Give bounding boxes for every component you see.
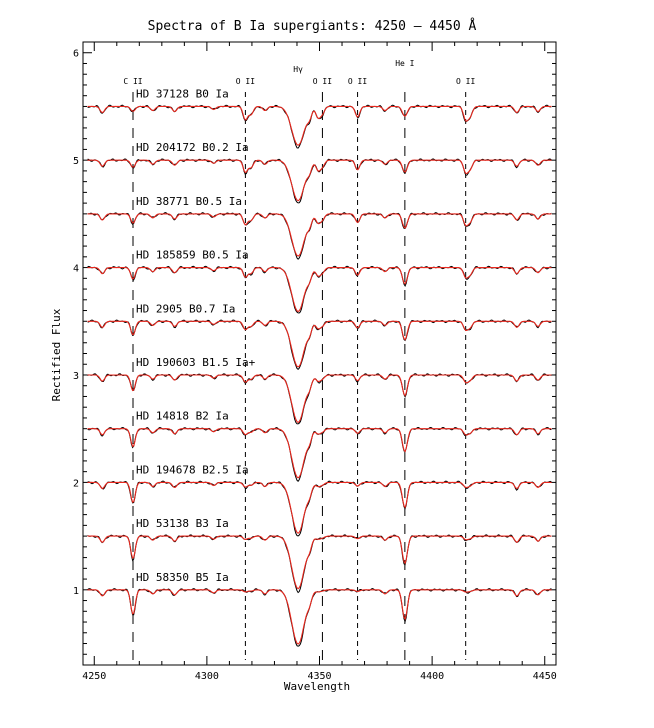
series-label: HD 185859 B0.5 Ia xyxy=(136,249,249,262)
spectrum-7: HD 14818 B2 Ia xyxy=(87,410,552,483)
line-label: C II xyxy=(123,77,142,86)
model-spectrum-line xyxy=(87,213,552,257)
x-tick-label: 4250 xyxy=(82,671,106,682)
series-label: HD 53138 B3 Ia xyxy=(136,517,229,530)
model-spectrum-line xyxy=(87,267,552,313)
x-tick-label: 4400 xyxy=(420,671,444,682)
model-spectrum-line xyxy=(87,105,552,146)
line-label: He I xyxy=(395,59,414,68)
series-label: HD 204172 B0.2 Ia xyxy=(136,141,249,154)
spectrum-10: HD 58350 B5 Ia xyxy=(87,571,552,647)
axes: 4250 4300 4350 4400 4450 1 2 3 4 5 6 xyxy=(73,41,557,682)
model-spectrum-line xyxy=(87,320,552,368)
x-tick-label: 4300 xyxy=(195,671,219,682)
spectrum-3: HD 38771 B0.5 Ia xyxy=(87,195,552,260)
spectrum-6: HD 190603 B1.5 Ia+ xyxy=(87,356,552,425)
reference-lines: C II O II Hγ O II O II He I O II xyxy=(123,59,475,660)
line-label: O II xyxy=(348,77,367,86)
spectrum-9: HD 53138 B3 Ia xyxy=(87,517,552,594)
y-tick-label: 3 xyxy=(73,371,79,382)
chart-title: Spectra of B Ia supergiants: 4250 – 4450… xyxy=(148,18,477,34)
series-label: HD 37128 B0 Ia xyxy=(136,87,229,100)
y-tick-label: 5 xyxy=(73,156,79,167)
line-label: O II xyxy=(236,77,255,86)
model-spectrum-line xyxy=(87,428,552,479)
series-label: HD 190603 B1.5 Ia+ xyxy=(136,356,256,369)
line-label: O II xyxy=(313,77,332,86)
series-label: HD 14818 B2 Ia xyxy=(136,410,229,423)
observed-spectrum-line xyxy=(87,587,552,647)
y-tick-label: 6 xyxy=(73,49,79,60)
x-axis-label: Wavelength xyxy=(284,680,350,693)
x-tick-label: 4350 xyxy=(307,671,331,682)
series-label: HD 58350 B5 Ia xyxy=(136,571,229,584)
observed-spectrum-line xyxy=(87,534,552,594)
model-spectrum-line xyxy=(87,481,552,534)
line-label: Hγ xyxy=(293,65,303,74)
y-tick-label: 4 xyxy=(73,264,79,275)
model-spectrum-line xyxy=(87,374,552,424)
spectrum-8: HD 194678 B2.5 Ia xyxy=(87,463,552,537)
x-tick-label: 4450 xyxy=(533,671,557,682)
y-axis-label: Rectified Flux xyxy=(50,308,63,401)
spectrum-5: HD 2905 B0.7 Ia xyxy=(87,302,552,370)
y-tick-label: 2 xyxy=(73,478,79,489)
series-label: HD 2905 B0.7 Ia xyxy=(136,302,235,315)
model-spectrum-line xyxy=(87,535,552,590)
observed-spectrum-line xyxy=(87,373,552,425)
spectrum-1: HD 37128 B0 Ia xyxy=(87,87,552,149)
y-tick-label: 1 xyxy=(73,586,79,597)
model-spectrum-line xyxy=(87,589,552,645)
line-label: O II xyxy=(456,77,475,86)
series-label: HD 194678 B2.5 Ia xyxy=(136,463,249,476)
spectra: HD 37128 B0 Ia HD 204172 B0.2 Ia HD 38771 … xyxy=(87,87,552,647)
model-spectrum-line xyxy=(87,159,552,202)
spectrum-4: HD 185859 B0.5 Ia xyxy=(87,249,552,314)
series-label: HD 38771 B0.5 Ia xyxy=(136,195,242,208)
spectrum-2: HD 204172 B0.2 Ia xyxy=(87,141,552,204)
